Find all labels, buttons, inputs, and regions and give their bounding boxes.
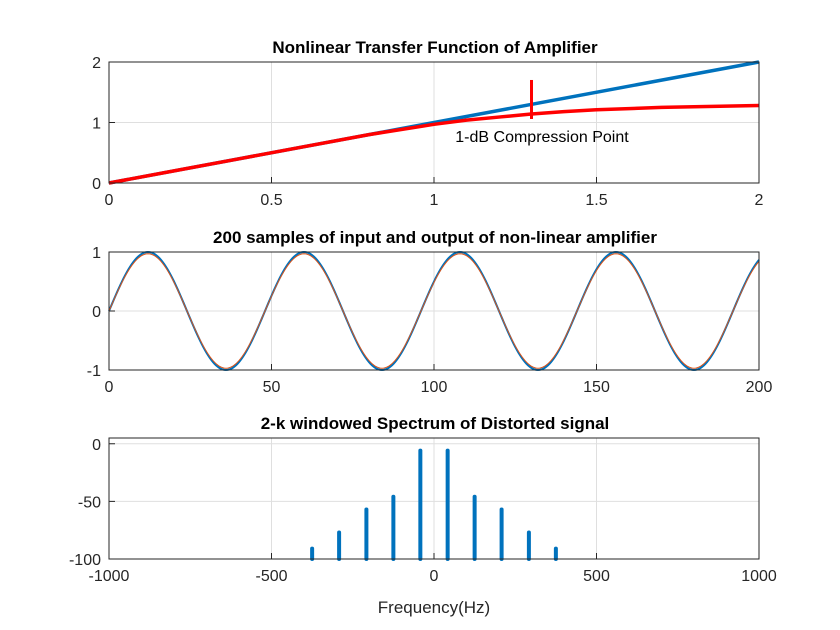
x-ticks: -1000 -500 0 500 1000 bbox=[89, 553, 777, 585]
y-tick-label: -100 bbox=[69, 552, 101, 569]
chart-title: 200 samples of input and output of non-l… bbox=[213, 228, 657, 247]
y-tick-label: 0 bbox=[92, 437, 101, 454]
x-tick-label: -1000 bbox=[89, 568, 130, 585]
y-tick-label: 1 bbox=[92, 245, 101, 262]
x-tick-label: 1 bbox=[430, 192, 439, 209]
x-tick-label: 0 bbox=[105, 192, 114, 209]
x-tick-label: 100 bbox=[421, 379, 448, 396]
x-tick-label: 1000 bbox=[741, 568, 777, 585]
y-tick-label: 0 bbox=[92, 176, 101, 193]
panel-spectrum: 2-k windowed Spectrum of Distorted signa… bbox=[69, 414, 777, 617]
x-tick-label: 0.5 bbox=[260, 192, 282, 209]
panel-samples: 200 samples of input and output of non-l… bbox=[87, 228, 773, 396]
x-tick-label: 0 bbox=[105, 379, 114, 396]
chart-title: 2-k windowed Spectrum of Distorted signa… bbox=[261, 414, 610, 433]
x-tick-label: 50 bbox=[263, 379, 281, 396]
series-group bbox=[108, 250, 760, 372]
x-tick-label: -500 bbox=[255, 568, 287, 585]
x-axis-label: Frequency(Hz) bbox=[378, 598, 490, 617]
x-ticks: 0 50 100 150 200 bbox=[105, 364, 773, 396]
panel-transfer-function: Nonlinear Transfer Function of Amplifier… bbox=[92, 38, 763, 209]
chart-title: Nonlinear Transfer Function of Amplifier bbox=[272, 38, 598, 57]
x-tick-label: 1.5 bbox=[585, 192, 607, 209]
x-tick-label: 150 bbox=[583, 379, 610, 396]
y-tick-label: -1 bbox=[87, 363, 101, 380]
y-tick-label: 2 bbox=[92, 55, 101, 72]
series-group bbox=[108, 60, 760, 185]
y-ticks: 0 1 2 bbox=[92, 55, 115, 193]
y-tick-label: -50 bbox=[78, 494, 101, 511]
y-tick-label: 0 bbox=[92, 304, 101, 321]
y-ticks: -1 0 1 bbox=[87, 245, 115, 380]
amplifier-output-curve bbox=[108, 103, 760, 185]
y-ticks: -100 -50 0 bbox=[69, 437, 115, 569]
annotation-compression-point: 1-dB Compression Point bbox=[455, 129, 629, 146]
y-tick-label: 1 bbox=[92, 116, 101, 133]
x-tick-label: 2 bbox=[755, 192, 764, 209]
x-tick-label: 500 bbox=[583, 568, 610, 585]
x-ticks: 0 0.5 1 1.5 2 bbox=[105, 177, 764, 209]
series-group bbox=[310, 448, 558, 561]
x-tick-label: 0 bbox=[430, 568, 439, 585]
output-signal-line bbox=[108, 253, 760, 369]
x-tick-label: 200 bbox=[746, 379, 773, 396]
